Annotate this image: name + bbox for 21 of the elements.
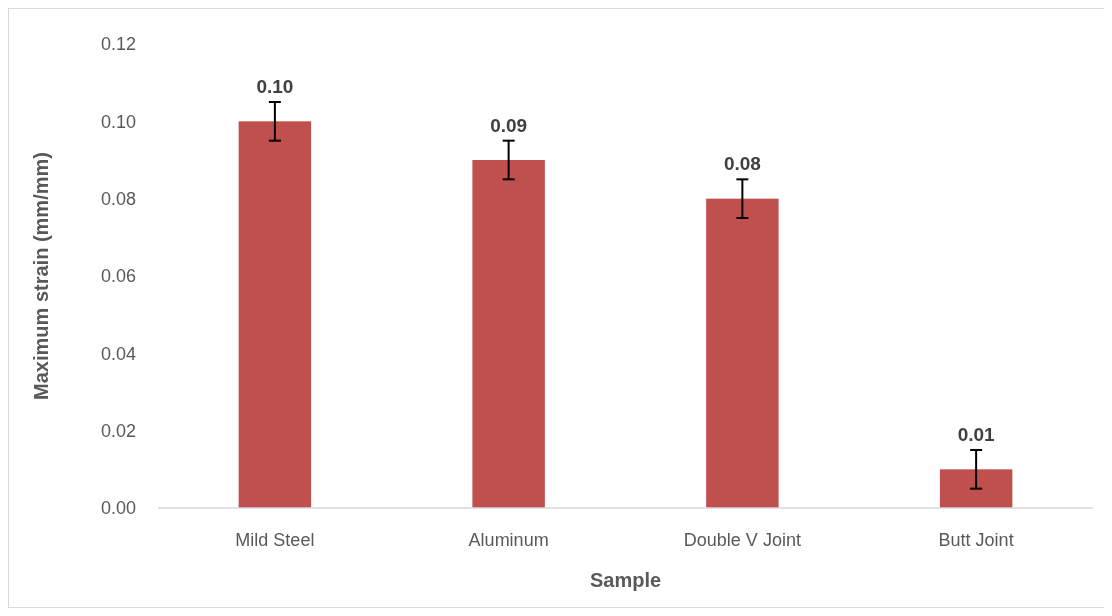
data-label: 0.08 [723,153,761,175]
data-label: 0.10 [256,76,294,97]
x-tick-label: Butt Joint [938,530,1014,550]
y-tick-label: 0.12 [100,34,136,55]
y-axis-title: Maximum strain (mm/mm) [30,152,52,400]
y-tick-label: 0.00 [100,498,136,519]
bar [706,198,779,508]
data-label: 0.09 [490,114,528,136]
y-tick-label: 0.08 [100,188,136,209]
bar [939,469,1013,508]
x-axis-title: Sample [589,569,662,591]
x-tick-label: Aluminum [468,530,549,550]
x-tick-label: Double V Joint [683,530,801,550]
data-label: 0.01 [957,424,996,445]
y-tick-label: 0.06 [100,266,136,287]
y-tick-label: 0.10 [100,111,136,132]
y-tick-label: 0.04 [100,343,136,364]
bar [472,160,545,508]
y-tick-label: 0.02 [100,420,136,441]
bar [238,121,312,508]
x-tick-label: Mild Steel [235,530,315,550]
